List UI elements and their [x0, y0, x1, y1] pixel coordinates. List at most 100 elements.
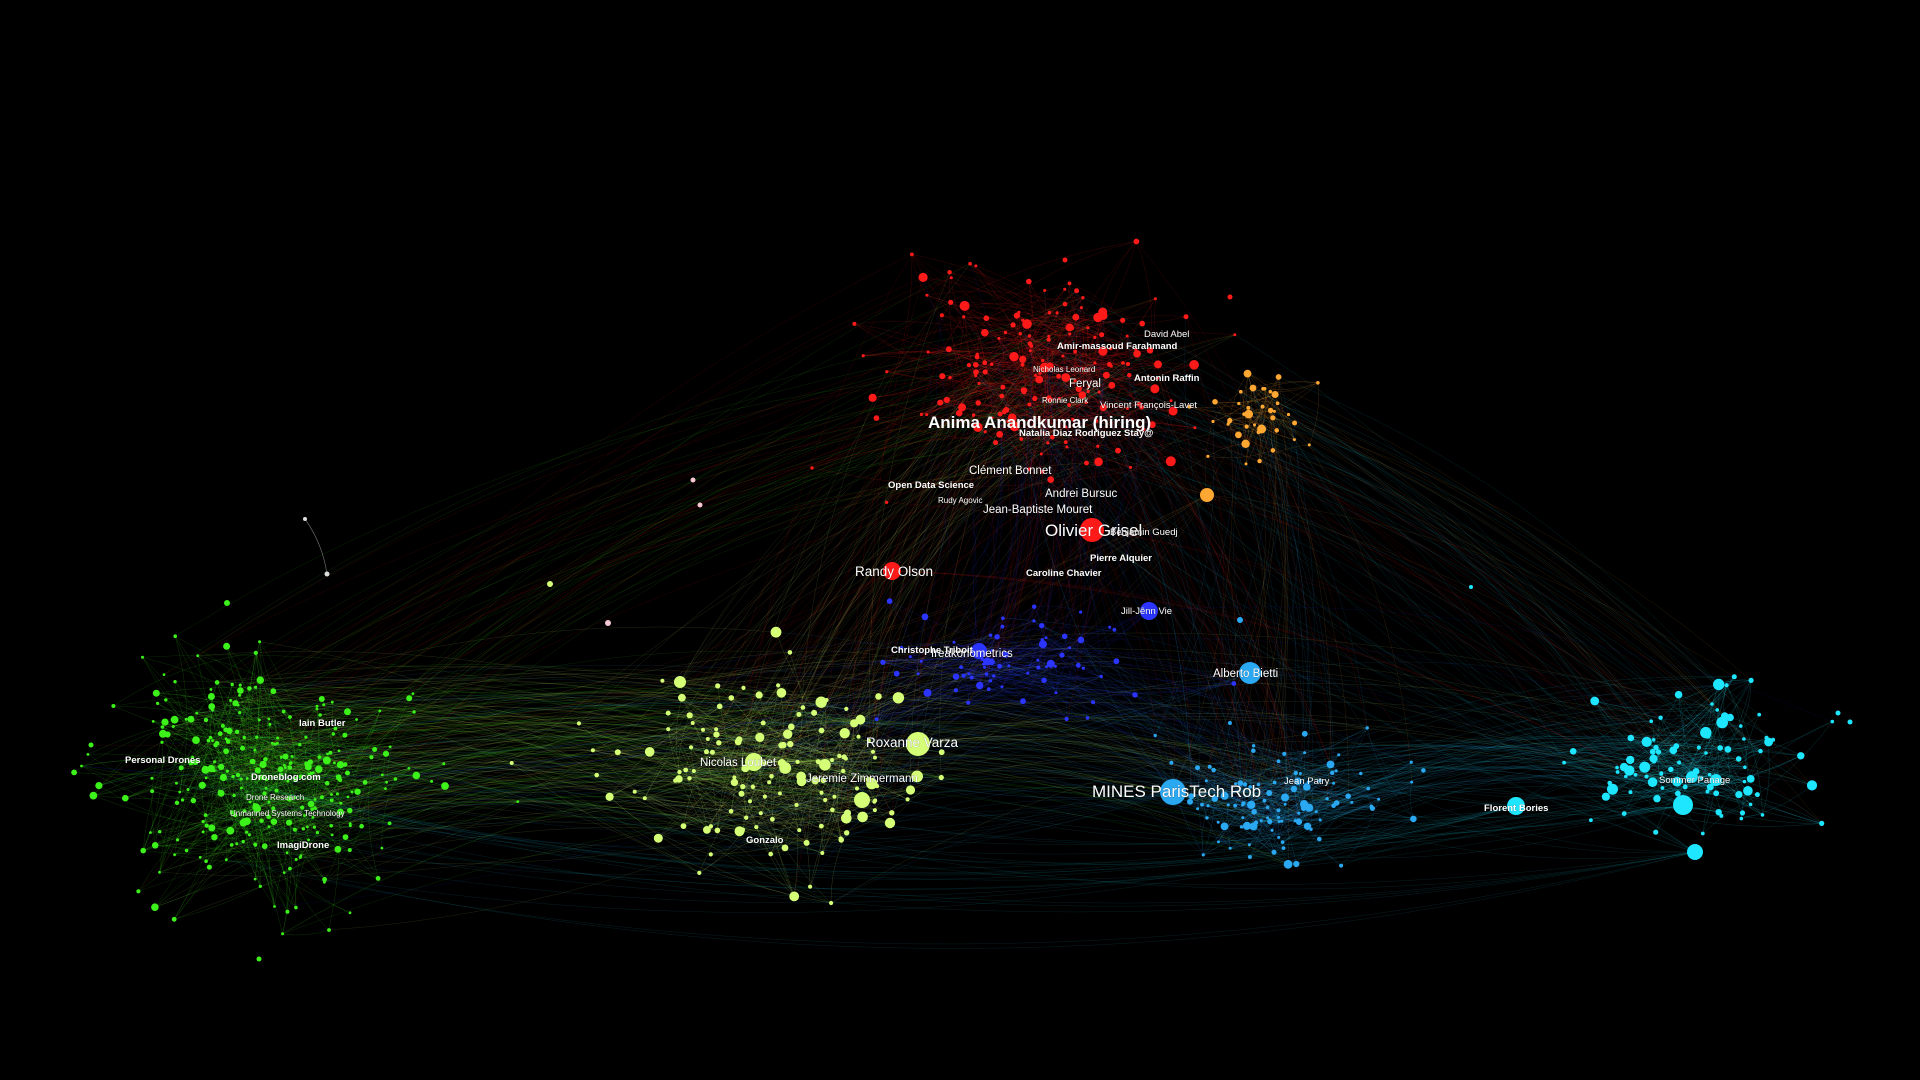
graph-edge	[1041, 398, 1060, 455]
graph-edge	[679, 672, 1251, 775]
graph-edge	[1048, 339, 1625, 768]
graph-node	[1108, 346, 1113, 351]
graph-node	[89, 791, 98, 800]
graph-edge	[1303, 791, 1625, 814]
graph-edge	[331, 768, 410, 827]
graph-edge	[324, 723, 855, 883]
graph-node	[614, 749, 621, 756]
graph-edge	[344, 691, 803, 736]
graph-edge	[260, 679, 386, 789]
graph-edge	[226, 743, 444, 765]
graph-edge	[854, 647, 1070, 724]
graph-edge	[1092, 702, 1174, 793]
graph-edge	[261, 777, 339, 850]
graph-edge	[927, 684, 980, 694]
graph-edge	[1173, 763, 1606, 797]
graph-node	[1047, 311, 1052, 315]
graph-node	[1035, 375, 1044, 384]
graph-edge	[1029, 335, 1241, 784]
graph-edge	[338, 743, 919, 783]
graph-edge	[658, 334, 1235, 839]
graph-edge	[195, 701, 333, 763]
graph-edge	[1272, 376, 1280, 418]
graph-edge	[215, 744, 310, 775]
graph-node	[1758, 748, 1763, 754]
graph-edge	[706, 744, 784, 831]
graph-edge	[781, 374, 1130, 693]
graph-edge	[1203, 784, 1246, 856]
graph-node	[161, 718, 169, 726]
graph-edge	[1189, 406, 1271, 414]
graph-node	[1639, 761, 1651, 773]
graph-edge	[1251, 786, 1625, 814]
graph-edge	[942, 368, 1155, 390]
graph-edge	[961, 404, 1140, 417]
graph-edge	[347, 738, 1280, 822]
graph-node	[173, 634, 177, 638]
graph-edge	[205, 302, 951, 862]
graph-edge	[717, 688, 989, 831]
graph-edge	[74, 743, 276, 775]
node-label: Unmanned Systems Technology	[230, 809, 345, 818]
graph-edge	[968, 702, 1289, 865]
graph-node	[1027, 467, 1032, 472]
graph-edge	[1228, 773, 1361, 806]
graph-edge	[256, 681, 681, 808]
graph-edge	[911, 254, 1115, 630]
graph-node	[678, 693, 686, 702]
graph-edge	[1288, 414, 1630, 771]
graph-edge	[81, 764, 264, 777]
graph-edge	[264, 773, 310, 847]
graph-edge	[596, 774, 847, 820]
graph-edge	[93, 740, 213, 796]
graph-edge	[910, 407, 1104, 657]
graph-node	[905, 785, 916, 795]
graph-edge	[1244, 783, 1352, 803]
graph-edge	[1282, 783, 1334, 843]
graph-edge	[946, 398, 1060, 407]
graph-edge	[926, 414, 1243, 806]
graph-node	[1754, 792, 1760, 798]
graph-edge	[326, 736, 869, 780]
graph-edge	[1316, 766, 1630, 813]
graph-edge	[1206, 798, 1328, 819]
graph-edge	[174, 787, 267, 855]
graph-node	[1626, 755, 1635, 765]
graph-edge	[1013, 356, 1073, 420]
graph-node	[1719, 813, 1724, 818]
graph-edge	[975, 312, 1050, 365]
graph-node	[1660, 786, 1665, 790]
graph-node	[1227, 417, 1233, 424]
graph-node	[224, 858, 228, 862]
graph-edge	[249, 733, 334, 803]
graph-edge	[340, 802, 1517, 876]
graph-edge	[1066, 660, 1117, 720]
graph-edge	[159, 679, 261, 873]
graph-node	[282, 753, 289, 760]
graph-edge	[1515, 722, 1723, 807]
graph-edge	[1243, 803, 1275, 853]
graph-edge	[205, 719, 251, 803]
graph-edge	[1218, 772, 1333, 843]
graph-edge	[1050, 365, 1717, 794]
graph-edge	[228, 733, 334, 745]
graph-node	[841, 813, 852, 824]
graph-node	[267, 800, 271, 804]
graph-edge	[959, 404, 1140, 421]
graph-edge	[340, 722, 669, 766]
graph-node	[203, 717, 209, 723]
graph-edge	[1189, 801, 1268, 810]
graph-node	[1150, 384, 1160, 394]
graph-edge	[1001, 297, 1084, 688]
graph-edge	[300, 709, 320, 858]
graph-edge	[286, 764, 346, 853]
graph-edge	[220, 761, 253, 794]
graph-edge	[716, 529, 1093, 730]
graph-edge	[1304, 752, 1333, 773]
graph-edge	[1274, 782, 1369, 792]
graph-edge	[1278, 820, 1296, 838]
graph-edge	[1259, 460, 1723, 723]
graph-edge	[231, 773, 858, 846]
graph-edge	[243, 796, 349, 821]
graph-edge	[741, 677, 972, 794]
